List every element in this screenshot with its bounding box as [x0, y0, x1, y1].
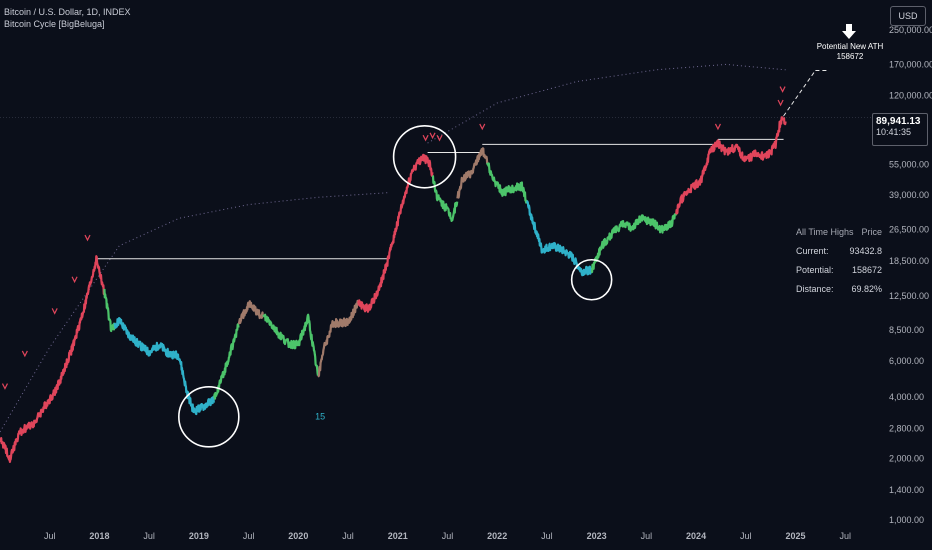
cycle-top-marker-icon [479, 123, 486, 131]
price-series-segment [525, 200, 593, 277]
x-tick-label: Jul [143, 531, 155, 541]
y-tick-label: 120,000.00 [889, 90, 932, 100]
cycle-count-label: 15 [315, 412, 325, 422]
y-tick-label: 1,400.00 [889, 485, 924, 495]
cycle-bottom-circle [392, 124, 457, 189]
price-series-segment [456, 147, 489, 199]
x-tick-label: Jul [44, 531, 56, 541]
last-price-tag: 89,941.13 10:41:35 [872, 113, 928, 146]
x-tick-label: 2025 [785, 531, 805, 541]
down-arrow-icon [842, 24, 856, 39]
x-tick-label: Jul [243, 531, 255, 541]
x-tick-label: 2023 [587, 531, 607, 541]
y-tick-label: 250,000.00 [889, 25, 932, 35]
x-tick-label: 2020 [288, 531, 308, 541]
ath-table: All Time Highs Price Current: 93432.8 Po… [796, 222, 882, 298]
symbol-title: Bitcoin / U.S. Dollar, 1D, INDEX [4, 7, 131, 17]
cycle-dotted-curve [0, 192, 388, 433]
potential-ath-label: Potential New ATH 158672 [812, 42, 888, 62]
ath-row-label: Distance: [796, 283, 834, 294]
cycle-bottom-circle [178, 386, 240, 448]
ath-row-label: Current: [796, 245, 829, 256]
ath-table-header-right: Price [861, 226, 882, 237]
price-series-segment [431, 175, 459, 222]
price-series-segment [113, 317, 215, 416]
cycle-dotted-curve [427, 63, 786, 144]
cycle-top-marker-icon [71, 276, 78, 284]
price-series-segment [237, 300, 264, 325]
ath-row-potential: Potential: 158672 [796, 260, 882, 279]
x-tick-label: Jul [641, 531, 653, 541]
price-series-segment [317, 299, 359, 378]
x-tick-label: Jul [342, 531, 354, 541]
price-series-segment [0, 255, 106, 463]
x-tick-label: Jul [541, 531, 553, 541]
y-tick-label: 2,000.00 [889, 454, 924, 464]
bar-countdown: 10:41:35 [876, 127, 912, 137]
y-tick-label: 6,000.00 [889, 356, 924, 366]
ath-table-header-left: All Time Highs [796, 226, 854, 237]
price-series-segment [675, 116, 787, 215]
cycle-bottom-circle [570, 258, 613, 301]
y-tick-label: 1,000.00 [889, 515, 924, 525]
x-tick-label: Jul [442, 531, 454, 541]
potential-ath-value: 158672 [836, 52, 864, 61]
y-tick-label: 55,000.00 [889, 159, 929, 169]
cycle-top-marker-icon [422, 134, 429, 142]
cycle-top-marker-icon [51, 308, 58, 315]
price-series-segment [590, 213, 678, 273]
cycle-top-marker-icon [714, 123, 721, 131]
price-series-segment [486, 162, 529, 204]
cycle-top-marker-icon [1, 383, 9, 390]
y-tick-label: 4,000.00 [889, 392, 924, 402]
ath-row-value: 69.82% [851, 283, 882, 294]
ath-row-current: Current: 93432.8 [796, 241, 882, 260]
ath-table-header: All Time Highs Price [796, 222, 882, 241]
y-tick-label: 18,500.00 [889, 256, 929, 266]
y-tick-label: 26,500.00 [889, 224, 929, 234]
x-tick-label: 2021 [388, 531, 408, 541]
cycle-top-marker-icon [21, 350, 28, 358]
cycle-top-marker-icon [777, 99, 784, 107]
price-series-segment [357, 153, 434, 313]
y-tick-label: 12,500.00 [889, 291, 929, 301]
currency-button[interactable]: USD [890, 6, 926, 26]
y-tick-label: 39,000.00 [889, 190, 929, 200]
indicator-title: Bitcoin Cycle [BigBeluga] [4, 19, 105, 29]
x-tick-label: Jul [740, 531, 752, 541]
cycle-top-marker-icon [84, 234, 91, 242]
x-tick-label: 2018 [89, 531, 109, 541]
ath-row-distance: Distance: 69.82% [796, 279, 882, 298]
ath-projection-line [783, 70, 816, 117]
cycle-top-marker-icon [779, 86, 786, 93]
price-series-segment [262, 313, 320, 376]
ath-row-value: 158672 [851, 264, 882, 275]
x-tick-label: 2022 [487, 531, 507, 541]
x-tick-label: Jul [839, 531, 851, 541]
cycle-top-marker-icon [436, 134, 443, 142]
ath-row-value: 93432.8 [849, 245, 882, 256]
y-tick-label: 8,500.00 [889, 325, 924, 335]
potential-ath-title: Potential New ATH [816, 42, 884, 51]
price-series-segment [103, 288, 116, 333]
ath-row-label: Potential: [796, 264, 834, 275]
last-price: 89,941.13 [876, 116, 921, 127]
x-tick-label: 2019 [189, 531, 209, 541]
x-tick-label: 2024 [686, 531, 706, 541]
cycle-top-marker-icon [429, 132, 436, 140]
y-tick-label: 170,000.00 [889, 59, 932, 69]
y-tick-label: 2,800.00 [889, 424, 924, 434]
